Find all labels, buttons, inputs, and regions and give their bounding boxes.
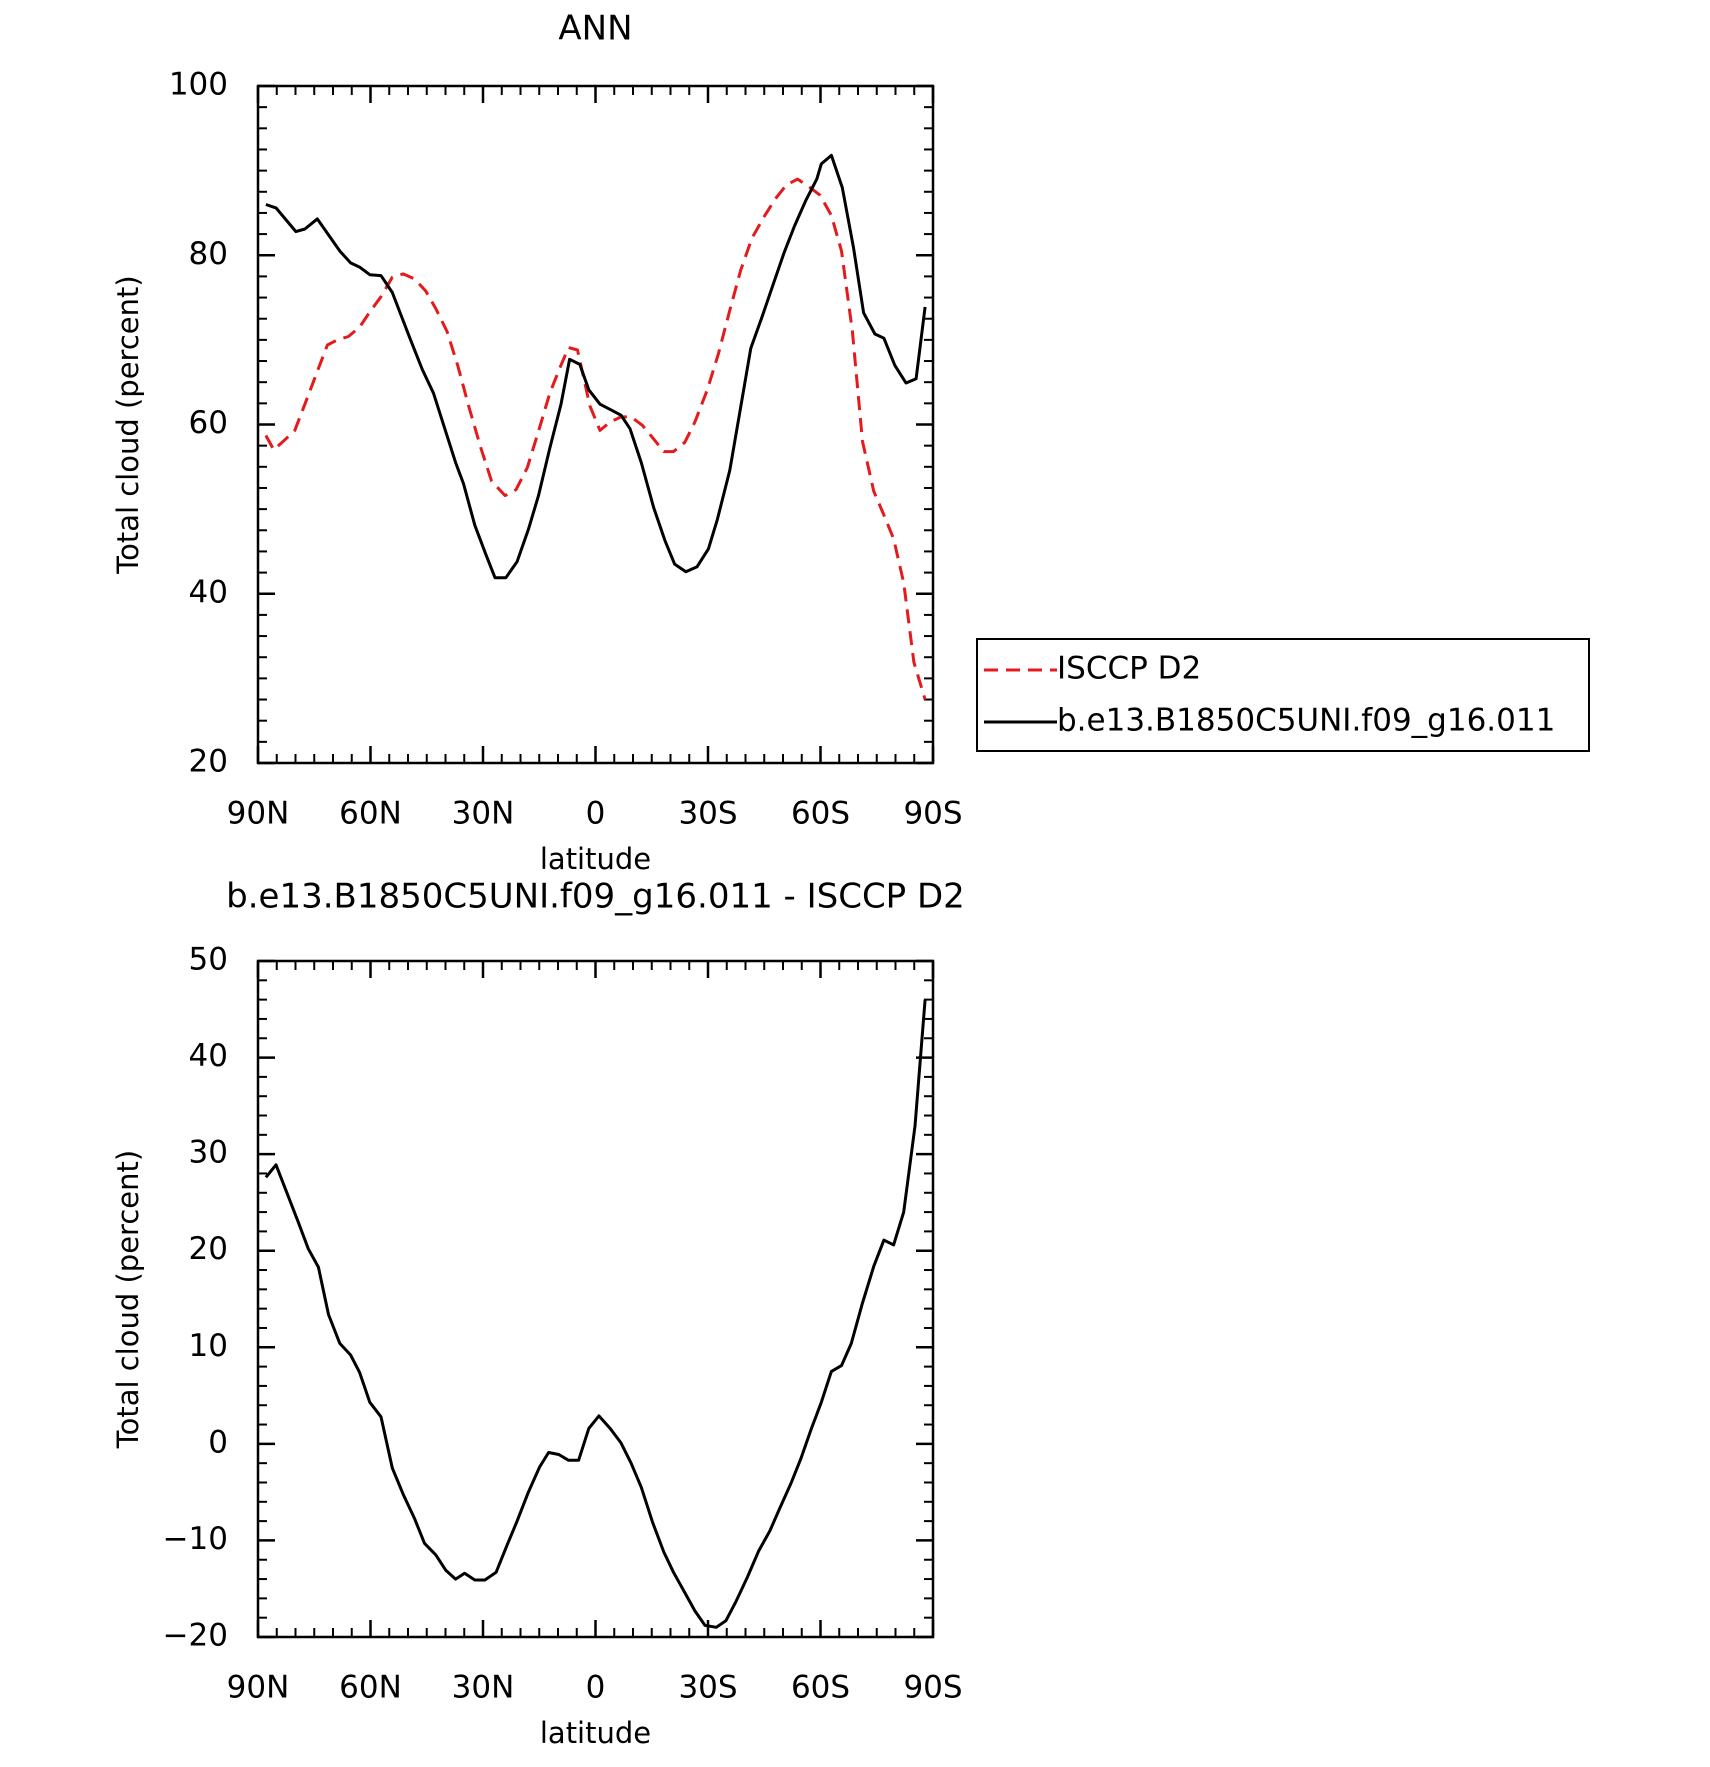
x-tick-label: 60N bbox=[339, 1670, 402, 1706]
x-axis-label: latitude bbox=[540, 842, 651, 876]
x-tick-label: 30N bbox=[452, 796, 515, 832]
x-tick-label: 0 bbox=[586, 1670, 606, 1706]
chart-title: b.e13.B1850C5UNI.f09_g16.011 - ISCCP D2 bbox=[226, 877, 965, 917]
data-line bbox=[264, 999, 927, 1629]
x-tick-label: 30N bbox=[452, 1670, 515, 1706]
data-line bbox=[265, 153, 927, 580]
x-axis-label: latitude bbox=[540, 1716, 651, 1750]
x-tick-label: 30S bbox=[678, 1670, 737, 1706]
y-axis-label: Total cloud (percent) bbox=[111, 275, 145, 574]
y-tick-label: 40 bbox=[189, 1038, 228, 1074]
y-tick-label: 40 bbox=[189, 574, 228, 610]
x-tick-label: 60S bbox=[791, 1670, 850, 1706]
legend-label: b.e13.B1850C5UNI.f09_g16.011 bbox=[1057, 703, 1555, 739]
chart-title: ANN bbox=[558, 9, 632, 49]
y-tick-label: 0 bbox=[208, 1424, 228, 1460]
y-tick-label: 10 bbox=[189, 1328, 228, 1364]
y-axis-label: Total cloud (percent) bbox=[111, 1150, 145, 1449]
legend-label: ISCCP D2 bbox=[1057, 651, 1201, 687]
y-tick-label: 100 bbox=[169, 67, 228, 103]
y-tick-label: 20 bbox=[189, 744, 228, 780]
x-tick-label: 90S bbox=[903, 796, 962, 832]
y-tick-label: 30 bbox=[189, 1135, 228, 1171]
plot-frame bbox=[256, 959, 935, 1639]
x-tick-label: 90N bbox=[227, 796, 290, 832]
y-tick-label: 20 bbox=[189, 1231, 228, 1267]
x-tick-label: 60S bbox=[791, 796, 850, 832]
x-tick-label: 90N bbox=[227, 1670, 290, 1706]
y-tick-label: 60 bbox=[189, 405, 228, 441]
y-tick-label: 80 bbox=[189, 236, 228, 272]
y-tick-label: −20 bbox=[163, 1618, 228, 1654]
y-tick-label: 50 bbox=[189, 942, 228, 978]
x-tick-label: 90S bbox=[903, 1670, 962, 1706]
plot-frame bbox=[256, 84, 935, 765]
legend-box bbox=[976, 638, 1590, 752]
x-tick-label: 30S bbox=[678, 796, 737, 832]
y-tick-label: −10 bbox=[163, 1521, 228, 1557]
x-tick-label: 0 bbox=[586, 796, 606, 832]
data-line bbox=[264, 177, 927, 700]
x-tick-label: 60N bbox=[339, 796, 402, 832]
